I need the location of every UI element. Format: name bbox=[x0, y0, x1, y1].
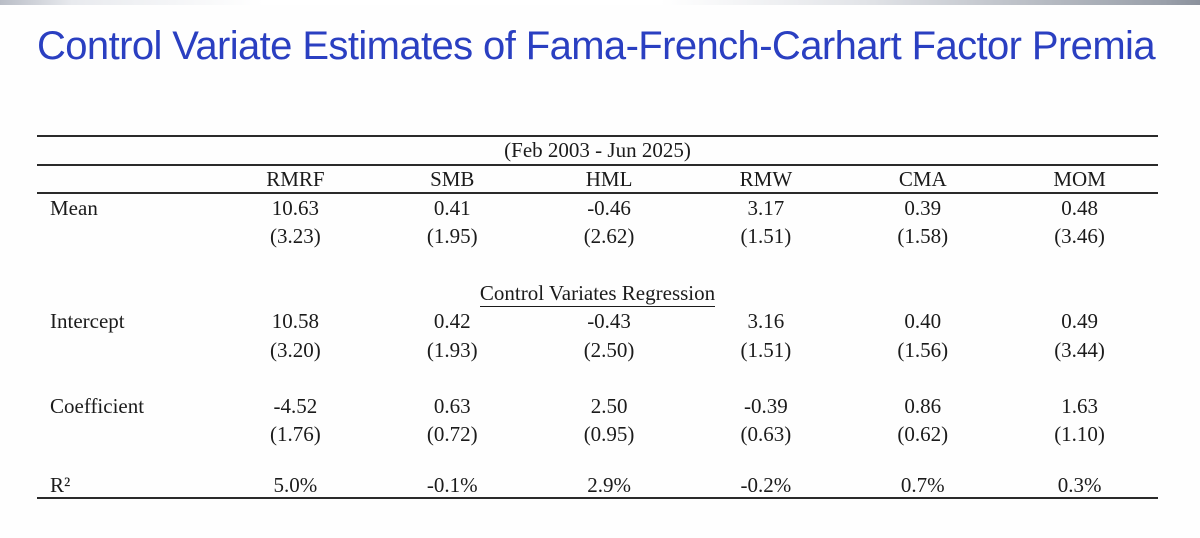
mean-se: (3.46) bbox=[1054, 223, 1105, 248]
mean-value-row: Mean 10.63 0.41 -0.46 3.17 0.39 0.48 bbox=[37, 194, 1158, 222]
intercept-se: (3.44) bbox=[1054, 337, 1105, 362]
r2-row: R² 5.0% -0.1% 2.9% -0.2% 0.7% 0.3% bbox=[37, 474, 1158, 497]
column-header-rmrf: RMRF bbox=[266, 166, 325, 191]
r2-value: -0.1% bbox=[426, 473, 478, 497]
period-header: (Feb 2003 - Jun 2025) bbox=[504, 138, 691, 162]
row-label-r2: R² bbox=[50, 473, 71, 497]
section-heading: Control Variates Regression bbox=[479, 281, 716, 307]
mean-se: (2.62) bbox=[583, 223, 635, 248]
mean-value: 0.48 bbox=[1061, 195, 1098, 220]
column-header-mom: MOM bbox=[1053, 166, 1106, 191]
r2-value: 0.3% bbox=[1057, 473, 1102, 497]
row-label-intercept: Intercept bbox=[50, 308, 125, 333]
r2-value: -0.2% bbox=[740, 473, 792, 497]
intercept-se: (3.20) bbox=[270, 337, 321, 362]
coefficient-value: -0.39 bbox=[744, 393, 788, 418]
r2-value: 0.7% bbox=[900, 473, 945, 497]
intercept-value: 10.58 bbox=[271, 308, 320, 333]
period-header-row: (Feb 2003 - Jun 2025) bbox=[37, 137, 1158, 164]
r2-value: 2.9% bbox=[587, 473, 631, 497]
coefficient-value: 1.63 bbox=[1061, 393, 1098, 418]
intercept-se: (1.93) bbox=[426, 337, 478, 362]
mean-value: -0.46 bbox=[587, 195, 631, 220]
intercept-se: (1.56) bbox=[897, 337, 949, 362]
page-title: Control Variate Estimates of Fama-French… bbox=[37, 24, 1156, 68]
mean-se-row: (3.23) (1.95) (2.62) (1.51) (1.58) (3.46… bbox=[37, 222, 1158, 250]
column-header-rmw: RMW bbox=[739, 166, 793, 191]
intercept-value: 0.40 bbox=[904, 308, 942, 333]
row-label-mean: Mean bbox=[50, 195, 98, 220]
coefficient-value: 0.86 bbox=[904, 393, 942, 418]
coefficient-se: (0.72) bbox=[426, 421, 478, 446]
intercept-value: 0.42 bbox=[433, 308, 471, 333]
intercept-value: -0.43 bbox=[587, 308, 631, 333]
column-header-row: RMRF SMB HML RMW CMA MOM bbox=[37, 166, 1158, 192]
mean-value: 0.39 bbox=[904, 195, 942, 220]
coefficient-se: (0.62) bbox=[897, 421, 949, 446]
rule-under-period bbox=[37, 164, 1158, 166]
table-bottom-rule bbox=[37, 497, 1158, 499]
mean-value: 10.63 bbox=[271, 195, 320, 220]
mean-se: (1.95) bbox=[426, 223, 478, 248]
r2-value: 5.0% bbox=[273, 473, 318, 497]
mean-value: 0.41 bbox=[433, 195, 471, 220]
intercept-value: 0.49 bbox=[1061, 308, 1098, 333]
coefficient-value: 0.63 bbox=[433, 393, 471, 418]
column-header-smb: SMB bbox=[430, 166, 475, 191]
row-label-coefficient: Coefficient bbox=[50, 393, 145, 418]
row-spacer bbox=[37, 448, 1158, 474]
coefficient-se: (1.76) bbox=[270, 421, 321, 446]
intercept-se: (1.51) bbox=[740, 337, 792, 362]
section-spacer bbox=[37, 250, 1158, 280]
mean-se: (1.58) bbox=[897, 223, 949, 248]
column-header-cma: CMA bbox=[898, 166, 947, 191]
coefficient-value: 2.50 bbox=[590, 393, 628, 418]
rule-under-headers bbox=[37, 192, 1158, 194]
section-heading-row: Control Variates Regression bbox=[37, 280, 1158, 307]
mean-se: (1.51) bbox=[740, 223, 792, 248]
coefficient-se: (0.95) bbox=[583, 421, 635, 446]
intercept-value-row: Intercept 10.58 0.42 -0.43 3.16 0.40 0.4… bbox=[37, 306, 1158, 336]
mean-value: 3.17 bbox=[747, 195, 785, 220]
intercept-se: (2.50) bbox=[583, 337, 635, 362]
coefficient-value-row: Coefficient -4.52 0.63 2.50 -0.39 0.86 1… bbox=[37, 392, 1158, 420]
row-spacer bbox=[37, 364, 1158, 392]
mean-se: (3.23) bbox=[270, 223, 321, 248]
factor-premia-table: (Feb 2003 - Jun 2025) RMRF SMB HML RMW C… bbox=[37, 135, 1158, 499]
coefficient-se-row: (1.76) (0.72) (0.95) (0.63) (0.62) (1.10… bbox=[37, 420, 1158, 448]
table-top-rule bbox=[37, 135, 1158, 137]
coefficient-value: -4.52 bbox=[273, 393, 318, 418]
intercept-se-row: (3.20) (1.93) (2.50) (1.51) (1.56) (3.44… bbox=[37, 336, 1158, 364]
coefficient-se: (0.63) bbox=[740, 421, 792, 446]
column-header-hml: HML bbox=[585, 166, 633, 191]
intercept-value: 3.16 bbox=[747, 308, 785, 333]
coefficient-se: (1.10) bbox=[1054, 421, 1105, 446]
window-top-edge bbox=[0, 0, 1200, 5]
